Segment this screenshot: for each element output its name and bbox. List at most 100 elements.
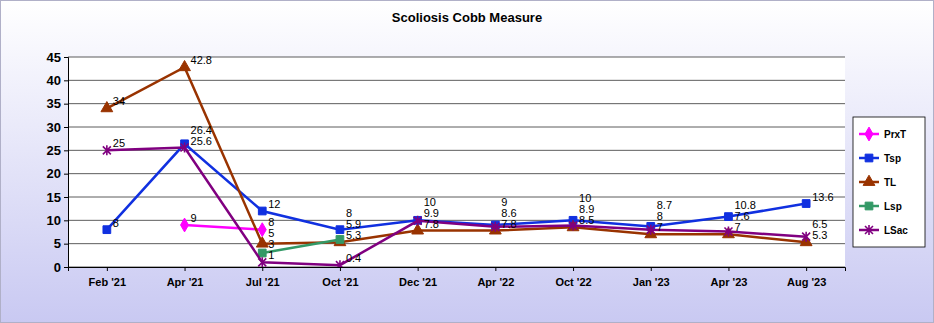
marker	[258, 249, 266, 257]
legend-entry: Tsp	[859, 153, 901, 164]
data-label: 5.3	[812, 229, 827, 241]
marker	[179, 60, 191, 70]
data-label: 5.3	[346, 229, 361, 241]
y-tick-mark	[64, 174, 68, 175]
data-label: 8.6	[501, 207, 516, 219]
legend-label: LSac	[884, 225, 908, 236]
legend: PrxTTspTLLspLSac	[853, 117, 925, 247]
data-label: 8	[657, 210, 663, 222]
data-label: 10	[424, 196, 436, 208]
marker	[491, 222, 499, 232]
y-tick-mark	[64, 127, 68, 128]
data-label: 8.7	[657, 199, 672, 211]
y-tick-label: 15	[47, 190, 61, 205]
marker	[725, 213, 733, 221]
data-label: 26.4	[191, 124, 212, 136]
x-tick: Jul '21	[246, 267, 280, 288]
data-label: 7.8	[424, 218, 439, 230]
x-tick-mark	[573, 267, 574, 271]
x-axis: Feb '21Apr '21Jul '21Oct '21Dec '21Apr '…	[69, 267, 846, 288]
legend-marker	[863, 175, 875, 185]
y-tick-label: 40	[47, 73, 61, 88]
y-tick-label: 35	[47, 96, 61, 111]
x-tick-label: Apr '21	[167, 276, 204, 288]
marker	[647, 225, 655, 235]
data-label: 9	[191, 212, 197, 224]
series-line	[107, 67, 806, 243]
data-label: 25	[113, 137, 125, 149]
marker	[569, 220, 577, 230]
grid-line	[68, 197, 845, 198]
marker	[103, 226, 111, 234]
x-tick-label: Jan '23	[633, 276, 670, 288]
x-tick: Dec '21	[399, 267, 437, 288]
marker	[258, 207, 266, 215]
data-label: 8.9	[579, 203, 594, 215]
x-tick-label: Aug '23	[787, 276, 826, 288]
data-label: 10.8	[734, 199, 755, 211]
marker	[336, 226, 344, 234]
x-tick: Apr '23	[711, 267, 748, 288]
marker	[336, 260, 344, 267]
data-label: 7.8	[501, 218, 516, 230]
data-label: 6.5	[812, 218, 827, 230]
x-tick-mark	[262, 267, 263, 271]
y-tick-mark	[64, 80, 68, 81]
x-tick-mark	[495, 267, 496, 271]
grid-line	[68, 103, 845, 104]
y-tick-mark	[64, 104, 68, 105]
x-tick-mark	[651, 267, 652, 271]
legend-marker	[865, 225, 873, 235]
legend-marker	[865, 154, 873, 162]
x-tick: Aug '23	[787, 267, 826, 288]
marker	[181, 143, 189, 153]
legend-label: TL	[884, 177, 896, 188]
plot-area	[68, 57, 845, 267]
grid-line	[68, 57, 845, 58]
x-tick: Oct '22	[555, 267, 591, 288]
x-tick-mark	[728, 267, 729, 271]
x-tick-mark	[107, 267, 108, 271]
y-tick-label: 30	[47, 120, 61, 135]
y-tick: 40	[47, 73, 68, 88]
y-tick: 15	[47, 190, 68, 205]
data-label: 3	[268, 238, 274, 250]
x-tick-label: Dec '21	[399, 276, 437, 288]
y-tick: 20	[47, 166, 68, 181]
marker	[414, 216, 422, 226]
y-tick-mark	[64, 244, 68, 245]
x-tick-label: Oct '22	[555, 276, 591, 288]
x-tick-mark	[185, 267, 186, 271]
data-label: 0.4	[346, 252, 361, 264]
x-tick: Jan '23	[633, 267, 670, 288]
data-label: 42.8	[191, 54, 212, 66]
marker	[802, 232, 810, 242]
data-label: 8	[346, 207, 352, 219]
legend-entry: LSac	[859, 225, 908, 236]
y-tick-mark	[64, 57, 68, 58]
legend-label: Lsp	[884, 201, 902, 212]
legend-entry: TL	[859, 175, 896, 188]
legend-marker	[865, 202, 873, 210]
x-tick: Apr '21	[167, 267, 204, 288]
series-line	[185, 225, 263, 230]
y-tick-mark	[64, 267, 68, 268]
chart: Scoliosis Cobb Measure051015202530354045…	[0, 0, 934, 323]
y-tick-mark	[64, 150, 68, 151]
x-axis-line	[69, 268, 846, 272]
data-labels: 82534925.626.442.81358120.45.35.987.89.9…	[113, 54, 834, 264]
data-label: 8.5	[579, 214, 594, 226]
series	[103, 143, 810, 267]
marker	[336, 236, 344, 244]
y-tick: 30	[47, 120, 68, 135]
y-tick-label: 45	[47, 50, 61, 65]
y-tick: 35	[47, 96, 68, 111]
x-tick-mark	[418, 267, 419, 271]
data-label: 9	[501, 196, 507, 208]
y-tick: 0	[54, 260, 68, 275]
marker	[103, 145, 111, 155]
grid	[68, 57, 845, 267]
data-label: 12	[268, 198, 280, 210]
series	[103, 140, 810, 234]
x-tick-label: Apr '22	[477, 276, 514, 288]
